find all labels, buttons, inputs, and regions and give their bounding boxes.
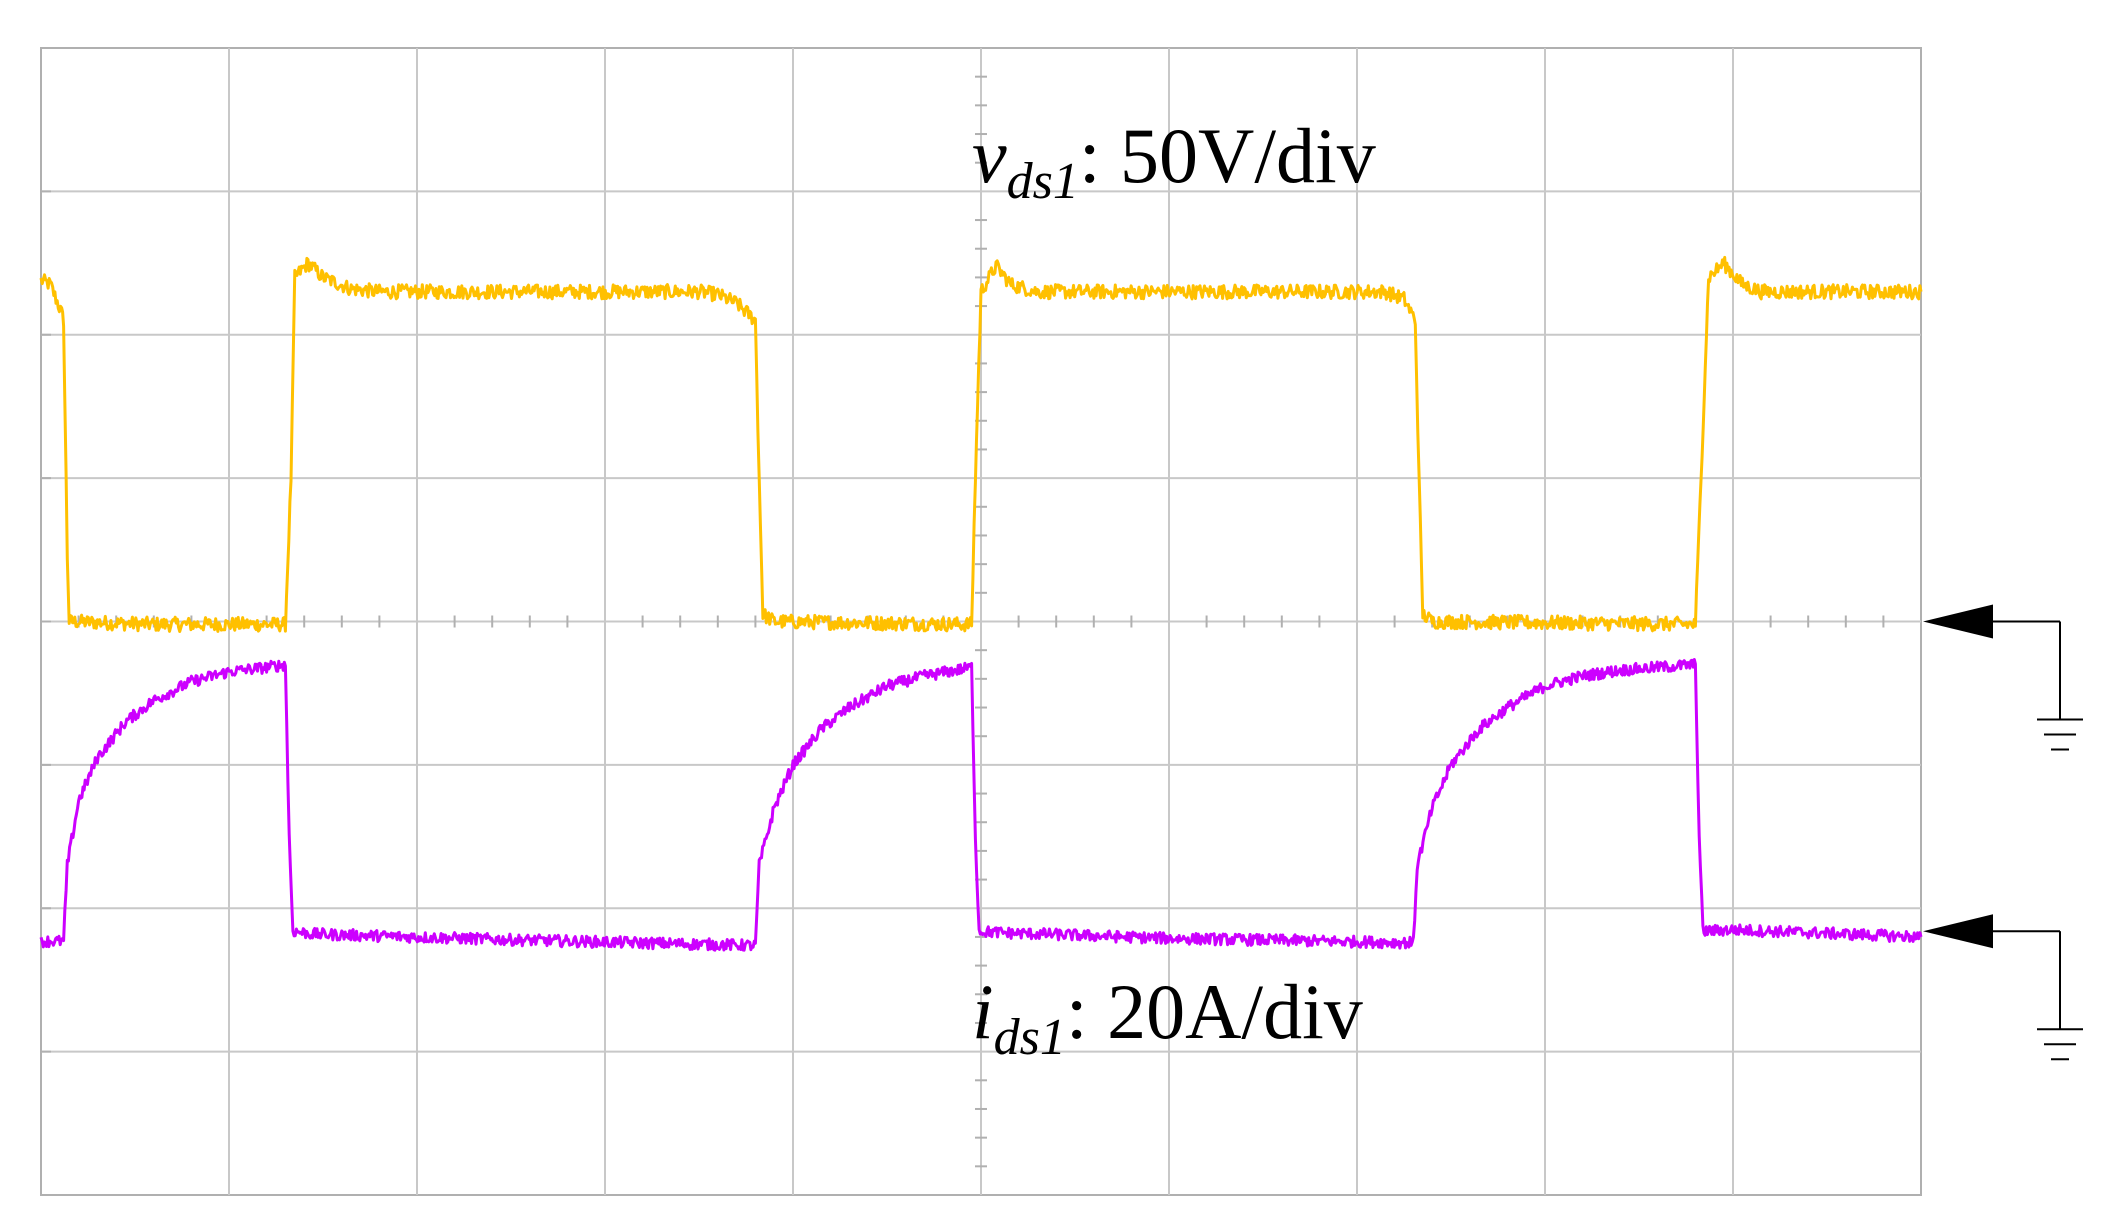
voltage-label-rest: : 50V/div xyxy=(1079,112,1376,199)
voltage-trace xyxy=(39,255,1923,633)
ground-level-arrow xyxy=(1923,914,1993,949)
voltage-scale-label: vds1: 50V/div xyxy=(972,112,1376,210)
current-scale-label: ids1: 20A/div xyxy=(972,968,1363,1066)
ground-level-arrow xyxy=(1923,604,1993,639)
current-label-rest: : 20A/div xyxy=(1066,968,1363,1055)
current-label-var: i xyxy=(972,968,994,1055)
grid xyxy=(41,48,1921,1195)
voltage-label-sub: ds1 xyxy=(1007,153,1079,210)
voltage-label-var: v xyxy=(972,112,1007,199)
traces xyxy=(39,255,1923,952)
current-trace xyxy=(39,658,1923,952)
ground-markers xyxy=(1923,604,2083,1061)
current-label-sub: ds1 xyxy=(994,1009,1066,1066)
